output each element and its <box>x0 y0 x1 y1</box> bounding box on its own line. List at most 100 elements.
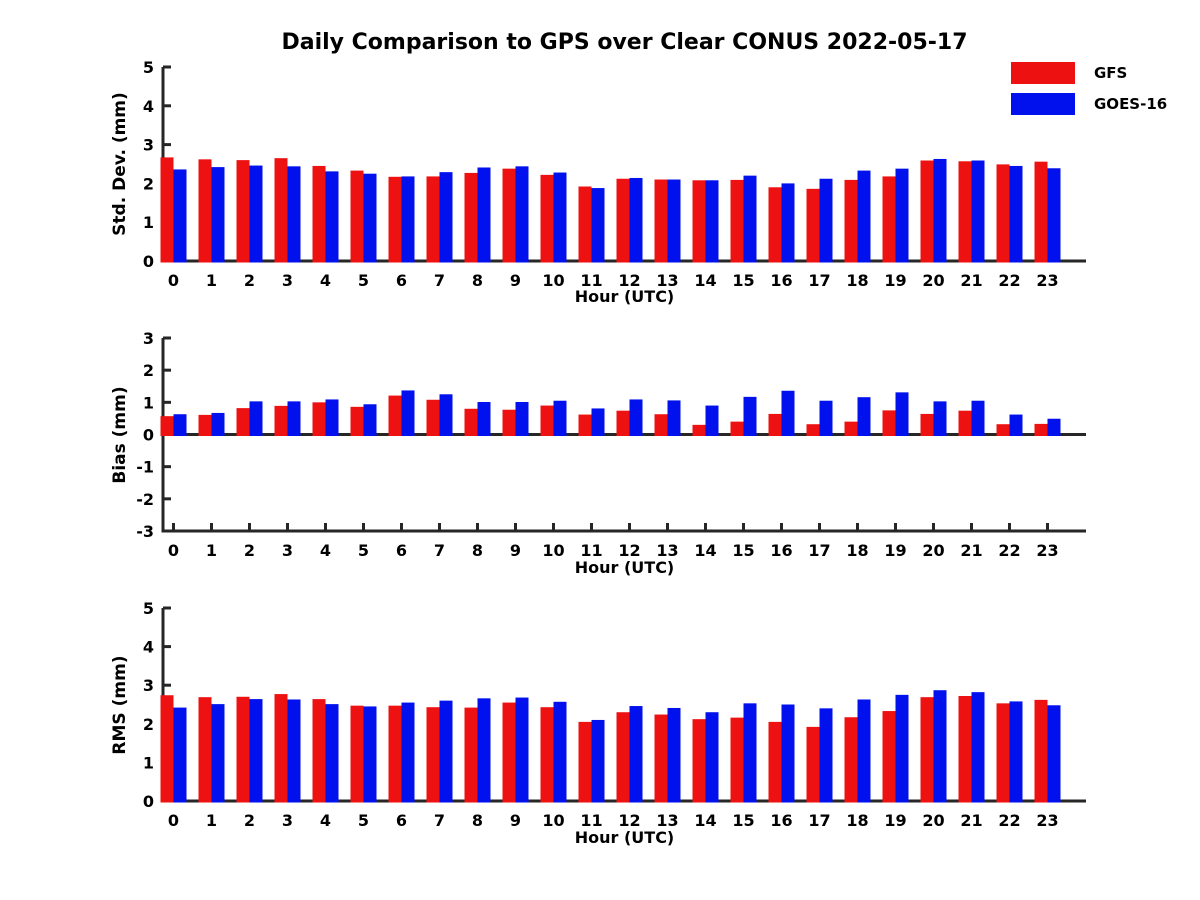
x-tick-label: 2 <box>244 811 255 830</box>
bar-goes-16-hour-22 <box>1009 414 1023 436</box>
bar-gfs-hour-23 <box>1034 161 1048 263</box>
bar-gfs-hour-1 <box>198 159 212 263</box>
bar-goes-16-hour-20 <box>933 158 947 263</box>
bar-goes-16-hour-10 <box>553 400 567 436</box>
bar-gfs-hour-21 <box>958 161 972 263</box>
y-tick-label: 0 <box>143 792 154 811</box>
bar-goes-16-hour-17 <box>819 708 833 803</box>
bar-goes-16-hour-3 <box>287 699 301 803</box>
bar-goes-16-hour-21 <box>971 160 985 263</box>
bar-gfs-hour-5 <box>350 406 364 436</box>
bar-goes-16-hour-23 <box>1047 168 1061 263</box>
bar-goes-16-hour-17 <box>819 178 833 263</box>
bar-gfs-hour-3 <box>274 405 288 436</box>
bar-goes-16-hour-12 <box>629 177 643 263</box>
bar-goes-16-hour-15 <box>743 396 757 436</box>
x-tick-label: 15 <box>732 271 754 290</box>
x-axis-label-top: Hour (UTC) <box>574 287 675 306</box>
bar-gfs-hour-22 <box>996 703 1010 803</box>
bar-goes-16-hour-7 <box>439 394 453 436</box>
bar-gfs-hour-12 <box>616 712 630 803</box>
legend-item-gfs: GFS <box>1011 62 1167 84</box>
y-axis-label-rms: RMS (mm) <box>110 655 130 755</box>
bar-gfs-hour-19 <box>882 176 896 263</box>
bar-gfs-hour-16 <box>768 413 782 436</box>
x-tick-label: 15 <box>732 811 754 830</box>
bar-goes-16-hour-2 <box>249 165 263 263</box>
y-tick-label: 1 <box>143 213 154 232</box>
bar-goes-16-hour-8 <box>477 167 491 263</box>
y-tick-label: 2 <box>143 715 154 734</box>
bar-goes-16-hour-18 <box>857 699 871 803</box>
bar-goes-16-hour-14 <box>705 405 719 436</box>
bar-gfs-hour-6 <box>388 176 402 263</box>
x-tick-label: 23 <box>1036 541 1058 560</box>
x-tick-label: 22 <box>998 541 1020 560</box>
bar-goes-16-hour-19 <box>895 168 909 263</box>
x-tick-label: 10 <box>542 541 564 560</box>
x-tick-label: 6 <box>396 811 407 830</box>
legend-swatch-gfs <box>1011 62 1075 84</box>
x-tick-label: 7 <box>434 271 445 290</box>
x-tick-label: 4 <box>320 541 331 560</box>
x-tick-label: 1 <box>206 271 217 290</box>
x-tick-label: 19 <box>884 541 906 560</box>
bar-gfs-hour-5 <box>350 170 364 263</box>
x-tick-label: 16 <box>770 811 792 830</box>
x-tick-label: 9 <box>510 811 521 830</box>
x-tick-label: 6 <box>396 541 407 560</box>
bar-goes-16-hour-13 <box>667 707 681 803</box>
bar-gfs-hour-17 <box>806 424 820 436</box>
bar-gfs-hour-13 <box>654 714 668 803</box>
bar-gfs-hour-1 <box>198 414 212 436</box>
bar-goes-16-hour-2 <box>249 401 263 436</box>
bar-gfs-hour-17 <box>806 726 820 803</box>
bar-goes-16-hour-9 <box>515 697 529 803</box>
bar-gfs-hour-15 <box>730 717 744 803</box>
bar-gfs-hour-2 <box>236 696 250 803</box>
x-tick-label: 3 <box>282 811 293 830</box>
x-tick-label: 21 <box>960 541 982 560</box>
bar-gfs-hour-9 <box>502 702 516 803</box>
bar-gfs-hour-10 <box>540 174 554 263</box>
bar-goes-16-hour-19 <box>895 392 909 436</box>
bar-gfs-hour-9 <box>502 168 516 263</box>
x-tick-label: 0 <box>168 271 179 290</box>
bar-gfs-hour-4 <box>312 699 326 803</box>
y-tick-label: 3 <box>143 329 154 348</box>
bar-goes-16-hour-15 <box>743 703 757 803</box>
bar-gfs-hour-7 <box>426 176 440 263</box>
x-tick-label: 20 <box>922 811 944 830</box>
x-tick-label: 18 <box>846 541 868 560</box>
x-tick-label: 16 <box>770 541 792 560</box>
x-tick-label: 17 <box>808 541 830 560</box>
x-tick-label: 5 <box>358 811 369 830</box>
bar-gfs-hour-6 <box>388 705 402 803</box>
y-tick-label: 0 <box>143 426 154 445</box>
x-tick-label: 12 <box>618 541 640 560</box>
bar-gfs-hour-7 <box>426 707 440 803</box>
bar-gfs-hour-6 <box>388 395 402 436</box>
bar-gfs-hour-22 <box>996 424 1010 436</box>
x-tick-label: 18 <box>846 271 868 290</box>
bar-gfs-hour-8 <box>464 408 478 436</box>
x-tick-label: 17 <box>808 271 830 290</box>
x-tick-label: 23 <box>1036 811 1058 830</box>
bar-goes-16-hour-18 <box>857 397 871 436</box>
legend-label-goes16: GOES-16 <box>1094 95 1168 113</box>
bar-gfs-hour-11 <box>578 186 592 263</box>
bar-goes-16-hour-16 <box>781 390 795 436</box>
y-tick-label: 0 <box>143 252 154 271</box>
legend-swatch-goes16 <box>1011 93 1075 115</box>
chart-title: Daily Comparison to GPS over Clear CONUS… <box>281 30 968 55</box>
x-axis-label-bottom: Hour (UTC) <box>574 828 675 847</box>
bar-gfs-hour-9 <box>502 409 516 436</box>
bar-gfs-hour-8 <box>464 172 478 263</box>
x-tick-label: 17 <box>808 811 830 830</box>
legend: GFS GOES-16 <box>1011 62 1167 124</box>
bar-goes-16-hour-4 <box>325 399 339 436</box>
bar-goes-16-hour-19 <box>895 694 909 803</box>
x-tick-label: 10 <box>542 811 564 830</box>
x-axis-label-middle: Hour (UTC) <box>574 558 675 577</box>
